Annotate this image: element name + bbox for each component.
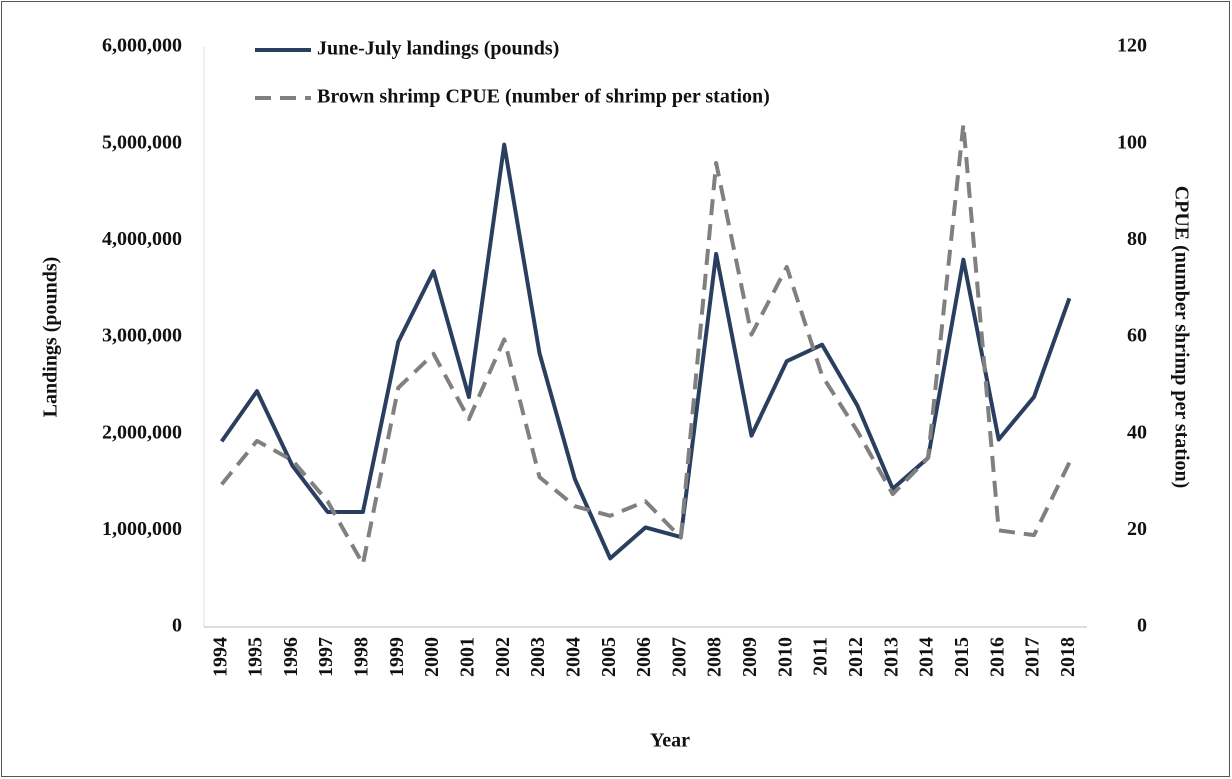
x-tick-label: 2010 [774, 637, 796, 677]
x-tick-label: 1998 [351, 637, 373, 677]
x-tick-label: 2006 [633, 637, 655, 677]
y-tick-label: 3,000,000 [102, 325, 182, 347]
y2-tick-label: 0 [1137, 615, 1147, 637]
x-tick-label: 2011 [810, 637, 832, 676]
x-tick-label: 2002 [492, 637, 514, 677]
y2-tick-label: 120 [1117, 35, 1147, 57]
x-tick-label: 2003 [527, 637, 549, 677]
x-tick-label: 2017 [1022, 637, 1044, 677]
data-line [220, 122, 1072, 567]
x-tick-label: 1994 [209, 637, 231, 677]
x-tick-label: 1995 [245, 637, 267, 677]
y2-axis-label: CPUE (number shrimp per station) [1170, 186, 1192, 489]
x-tick-label: 2000 [421, 637, 443, 677]
x-tick-label: 2007 [668, 637, 690, 677]
y2-tick-label: 80 [1127, 228, 1147, 250]
y2-tick-label: 40 [1127, 421, 1147, 443]
x-tick-label: 2013 [880, 637, 902, 677]
x-tick-label: 2016 [986, 637, 1008, 677]
x-tick-label: 1999 [386, 637, 408, 677]
x-tick-label: 2015 [951, 637, 973, 677]
y2-tick-label: 20 [1127, 518, 1147, 540]
x-tick-label: 2008 [704, 637, 726, 677]
x-tick-label: 2018 [1057, 637, 1079, 677]
y-tick-label: 0 [172, 615, 182, 637]
x-tick-label: 2001 [456, 637, 478, 677]
x-tick-label: 2004 [562, 637, 584, 677]
x-tick-label: 1996 [280, 637, 302, 677]
legend-label: Brown shrimp CPUE (number of shrimp per … [317, 86, 770, 108]
x-tick-label: 2009 [739, 637, 761, 677]
y-tick-label: 4,000,000 [102, 228, 182, 250]
y-axis-label: Landings (pounds) [40, 257, 62, 418]
legend-label: June-July landings (pounds) [317, 38, 559, 60]
x-tick-label: 2005 [598, 637, 620, 677]
x-tick-label: 2014 [916, 637, 938, 677]
x-tick-label: 1997 [315, 637, 337, 677]
y-tick-label: 1,000,000 [102, 518, 182, 540]
y2-tick-label: 100 [1117, 131, 1147, 153]
y-tick-label: 5,000,000 [102, 131, 182, 153]
y-tick-label: 2,000,000 [102, 421, 182, 443]
y-tick-label: 6,000,000 [102, 35, 182, 57]
x-axis-label: Year [650, 730, 690, 752]
x-tick-label: 2012 [845, 637, 867, 677]
y2-tick-label: 60 [1127, 325, 1147, 347]
